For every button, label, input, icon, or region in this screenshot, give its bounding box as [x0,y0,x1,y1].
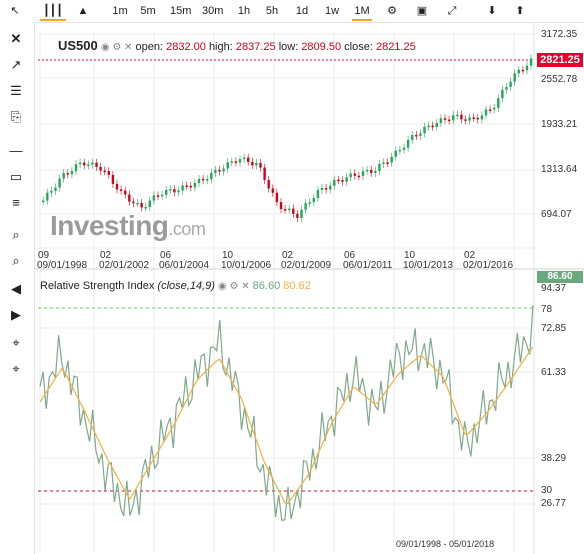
time-tick-month: 10 [404,250,416,261]
fibonacci-icon[interactable]: ≡ [12,195,20,210]
scroll-left-icon[interactable]: ◀ [11,281,21,296]
time-tick-date: 09/01/1998 [37,260,88,271]
high-value: 2837.25 [235,41,276,53]
cursor-icon[interactable]: ↖ [10,5,20,17]
copy-icon[interactable]: ⎘ [10,109,22,124]
interval-30m[interactable]: 30m [202,5,224,17]
rsi-params: (close,14,9) [157,280,215,292]
price-tick: 3172.35 [541,29,578,40]
candlestick-icon[interactable]: ┃┃┃ [40,3,66,21]
candles [42,54,533,222]
time-tick-month: 02 [464,250,476,261]
camera-icon[interactable]: ▣ [416,5,428,17]
eye-icon[interactable]: ◉ ⚙ ✕ [100,42,133,53]
rsi-tick: 61.33 [541,367,567,378]
close-value: 2821.25 [375,41,416,53]
interval-group: 1m 5m 15m 30m 1h 5h 1d 1w 1M [110,3,372,21]
interval-1h[interactable]: 1h [237,5,251,17]
price-tick: 694.07 [541,209,572,220]
price-chart[interactable] [34,22,584,554]
zoom-out-icon[interactable]: ⌕ [12,253,20,268]
time-tick-date: 06/01/2011 [343,260,393,271]
time-tick-month: 02 [282,250,294,261]
left-toolbar: ✕ ↗ ☰ ⎘ — ▭ ≡ ⌕ ⌕ ◀ ▶ ⌖ ⌖ [0,22,35,554]
time-tick-date: 02/01/2016 [463,260,514,271]
time-tick-date: 10/01/2006 [221,260,272,271]
symbol-label: US500 [58,38,98,53]
trend-line-icon[interactable]: — [9,143,23,158]
time-tick-date: 02/01/2002 [99,260,150,271]
rsi-line [39,305,534,522]
rsi-tick: 38.29 [541,453,567,464]
time-tick-month: 06 [160,250,172,261]
time-tick-month: 06 [344,250,356,261]
price-tick: 1313.64 [541,164,578,175]
price-tick: 1933.21 [541,119,578,130]
high-label: high: [208,41,233,53]
top-toolbar: ↖ ┃┃┃ ▲ 1m 5m 15m 30m 1h 5h 1d 1w 1M ⚙ ▣ ⤢ ⬇ ⬆ [0,0,584,23]
zoom-in-icon[interactable]: ⌕ [12,227,20,242]
rsi-tick: 94.37 [541,283,567,294]
interval-5m[interactable]: 5m [140,5,156,17]
area-chart-icon[interactable]: ▲ [77,5,89,17]
scroll-right-icon[interactable]: ▶ [11,307,21,322]
rsi-title: Relative Strength Index [40,280,155,292]
upload-icon[interactable]: ⬆ [515,5,525,17]
time-tick-month: 02 [100,250,112,261]
current-price-tag: 2821.25 [537,53,583,67]
eye-icon[interactable]: ◉ ⚙ ✕ [217,281,250,292]
rsi-legend: Relative Strength Index (close,14,9) ◉ ⚙… [40,280,311,292]
open-value: 2832.00 [166,41,206,53]
price-legend: US500 ◉ ⚙ ✕ open: 2832.00 high: 2837.25 … [58,38,416,53]
interval-5h[interactable]: 5h [265,5,279,17]
price-tick: 2552.78 [541,74,578,85]
interval-15m[interactable]: 15m [170,5,192,17]
date-range-label: 09/01/1998 - 05/01/2018 [396,539,495,549]
rectangle-icon[interactable]: ▭ [9,169,23,184]
time-tick-month: 09 [38,250,50,261]
low-value: 2809.50 [301,41,342,53]
rsi-signal-line [39,346,534,505]
draw-tool-icon[interactable]: ☰ [10,83,22,98]
cursor-select-icon[interactable]: ↗ [10,57,22,72]
fullscreen-icon[interactable]: ⤢ [447,5,457,17]
investing-logo: Investing.com [50,210,206,241]
rsi-tick: 26.77 [541,498,567,509]
rsi-tick: 30 [541,485,553,496]
close-icon[interactable]: ✕ [10,31,22,46]
interval-1d[interactable]: 1d [295,5,309,17]
zoom-reset-icon[interactable]: ⌖ [12,335,20,350]
gear-icon[interactable]: ⚙ [387,5,397,17]
current-rsi-tag: 86.60 [537,271,583,283]
download-icon[interactable]: ⬇ [487,5,497,17]
time-tick-month: 10 [222,250,234,261]
rsi-value: 86.60 [252,280,281,292]
interval-1w[interactable]: 1w [324,5,340,17]
time-tick-date: 06/01/2004 [159,260,210,271]
zoom-fit-icon[interactable]: ⌖ [12,361,20,376]
low-label: low: [278,41,299,53]
interval-1m[interactable]: 1m [112,5,128,17]
interval-1M[interactable]: 1M [352,3,372,21]
close-label: close: [344,41,373,53]
rsi-tick: 78 [541,304,553,315]
time-tick-date: 02/01/2009 [281,260,332,271]
time-tick-date: 10/01/2013 [403,260,454,271]
grid [38,32,534,552]
rsi-signal-value: 80.62 [283,280,311,292]
open-label: open: [135,41,164,53]
rsi-tick: 72.85 [541,323,567,334]
